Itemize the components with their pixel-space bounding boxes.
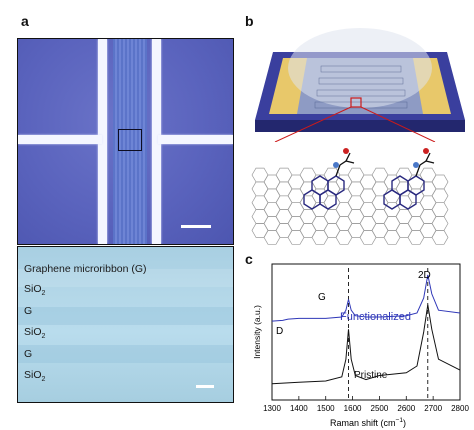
- zoom-region-box: [118, 129, 142, 151]
- x-tick-label: 2600: [397, 404, 415, 413]
- hex-cell: [275, 223, 293, 238]
- nitrogen-atom: [413, 162, 419, 168]
- series-line-functionalized: [271, 274, 461, 322]
- peak-label-g: G: [318, 292, 326, 303]
- label-g: G: [24, 348, 33, 360]
- electrode-arm-left: [18, 135, 102, 144]
- hex-cell: [323, 223, 341, 238]
- hex-cell: [371, 223, 389, 238]
- hex-cell: [311, 230, 329, 245]
- hex-cell: [419, 223, 437, 238]
- hex-cell: [299, 223, 317, 238]
- label-graphene-microribbon: Graphene microribbon (G): [24, 263, 147, 275]
- scale-bar: [196, 385, 214, 388]
- hex-cell: [395, 223, 413, 238]
- zoom-box: [350, 97, 362, 108]
- atom-labels: [333, 148, 429, 168]
- hex-cell: [263, 230, 281, 245]
- x-axis-label: Raman shift (cm−1): [330, 417, 406, 428]
- optical-micrograph-device: [17, 38, 234, 245]
- peak-label-2d: 2D: [418, 270, 431, 281]
- hex-cell: [431, 174, 449, 190]
- pyrene-molecule-right: [383, 175, 425, 210]
- raman-chart: 1300 1400 1500 1600 2500 2600 2700 2800 D G 2D …: [252, 263, 469, 428]
- oxygen-atom: [423, 148, 429, 154]
- zoom-line-left: [274, 106, 352, 142]
- stripe: [18, 345, 233, 363]
- optical-micrograph-stripes: Graphene microribbon (G) SiO2 G SiO2 G S…: [17, 246, 234, 403]
- series-group: [271, 274, 461, 385]
- label-sio2: SiO2: [24, 369, 46, 384]
- nitrogen-atom: [333, 162, 339, 168]
- plot-frame: [271, 263, 461, 401]
- hex-cell: [359, 230, 377, 245]
- panel-label-b: b: [245, 13, 254, 29]
- hex-cell: [383, 230, 401, 245]
- droplet: [288, 28, 432, 108]
- x-tick-label: 1600: [344, 404, 362, 413]
- x-tick-label: 2800: [451, 404, 469, 413]
- zoom-line-right: [360, 106, 436, 142]
- hex-cell: [431, 230, 449, 245]
- graphene-lattice: [251, 167, 449, 245]
- hex-cell: [431, 202, 449, 217]
- oxygen-atom: [343, 148, 349, 154]
- stripe: [18, 269, 233, 287]
- peak-label-d: D: [276, 326, 283, 337]
- x-tick-label: 1300: [263, 404, 281, 413]
- electrode-arm-right: [158, 135, 233, 144]
- electrode-left: [98, 39, 107, 244]
- label-sio2: SiO2: [24, 326, 46, 341]
- panel-label-a: a: [21, 13, 29, 29]
- hex-cell: [287, 230, 305, 245]
- graphene-ribbons: [314, 65, 408, 109]
- x-tick-label: 1400: [290, 404, 308, 413]
- y-axis-label: Intensity (a.u.): [252, 305, 262, 359]
- substrate-side: [255, 120, 465, 132]
- hex-cell: [407, 230, 425, 245]
- hex-cell: [347, 223, 365, 238]
- stripe: [18, 307, 233, 325]
- x-tick-label: 1500: [317, 404, 335, 413]
- device-schematic: [255, 28, 465, 142]
- x-ticks: 1300 1400 1500 1600 2500 2600 2700 2800: [263, 396, 469, 413]
- x-tick-label: 2500: [371, 404, 389, 413]
- series-label-functionalized: Functionalized: [340, 311, 411, 323]
- label-sio2: SiO2: [24, 283, 46, 298]
- x-tick-label: 2700: [424, 404, 442, 413]
- scale-bar: [181, 225, 211, 228]
- electrode-right: [152, 39, 161, 244]
- label-g: G: [24, 305, 33, 317]
- hex-cell: [335, 230, 353, 245]
- molecular-lattice: [251, 148, 449, 245]
- series-line-pristine: [271, 304, 461, 385]
- panel-label-c: c: [245, 251, 253, 267]
- series-label-pristine: Pristine: [354, 370, 388, 381]
- hex-cell: [251, 223, 269, 238]
- linker-chains: [335, 152, 435, 177]
